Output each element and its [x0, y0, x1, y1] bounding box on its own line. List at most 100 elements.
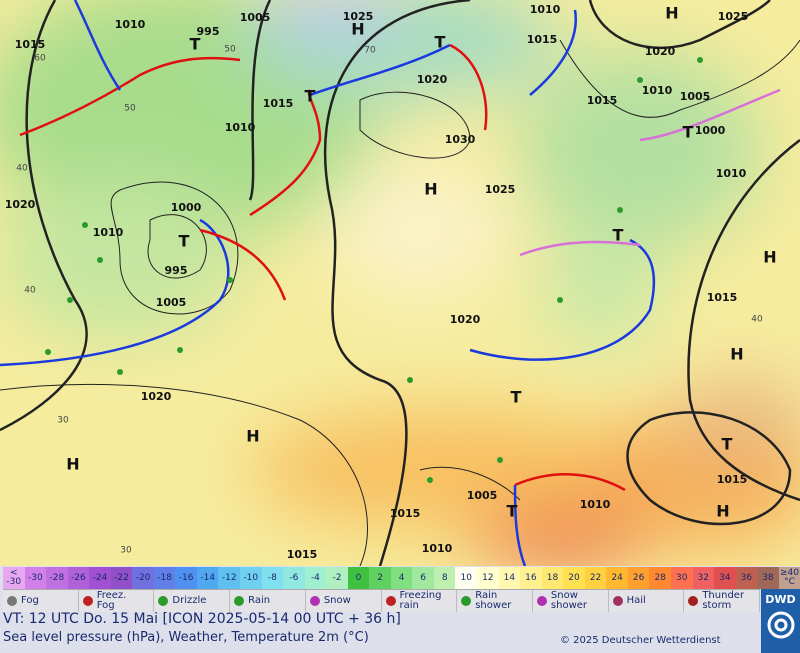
scale-label: 34 — [719, 572, 731, 583]
pressure-center: H — [716, 502, 729, 521]
legend-icon — [7, 596, 17, 606]
dwd-logo: DWD — [761, 589, 800, 653]
pressure-center: T — [683, 123, 694, 142]
scale-label: 10 — [460, 572, 472, 583]
scale-label: 16 — [525, 572, 537, 583]
scale-cell: 4 — [390, 567, 413, 589]
pressure-label: 1000 — [171, 201, 202, 214]
legend-item: Rain — [230, 590, 306, 612]
copyright: © 2025 Deutscher Wetterdienst — [560, 635, 721, 646]
scale-label: 28 — [654, 572, 666, 583]
scale-label: 30 — [676, 572, 688, 583]
pressure-label: 1015 — [263, 97, 294, 110]
scale-label: 14 — [503, 572, 516, 583]
scale-cell: < -30 — [3, 567, 25, 589]
scale-cell: -12 — [218, 567, 241, 589]
pressure-center: H — [730, 345, 743, 364]
scale-label: -24 — [92, 572, 108, 583]
scale-label: 12 — [482, 572, 494, 583]
scale-label: -14 — [200, 572, 216, 583]
scale-cell: 28 — [649, 567, 671, 589]
pressure-label: 1010 — [225, 121, 256, 134]
logo-text: DWD — [765, 593, 796, 606]
pressure-center: T — [507, 502, 518, 521]
scale-label: -20 — [135, 572, 151, 583]
scale-cell: -30 — [24, 567, 47, 589]
legend-label: Thunder storm — [702, 590, 745, 611]
legend-item: Thunder storm — [684, 590, 761, 612]
pressure-center: T — [190, 35, 201, 54]
scale-cell: 6 — [412, 567, 434, 589]
scale-cell: 10 — [455, 567, 478, 589]
pressure-label: 995 — [165, 264, 188, 277]
isotherm-label: 60 — [34, 54, 46, 64]
scale-cell: -24 — [89, 567, 111, 589]
scale-label: 0 — [355, 572, 362, 583]
pressure-center: H — [246, 427, 259, 446]
scale-cell: 32 — [692, 567, 715, 589]
isotherm-label: 40 — [16, 164, 28, 174]
legend-label: Freezing rain — [399, 590, 442, 611]
pressure-label: 1020 — [5, 198, 36, 211]
description: Sea level pressure (hPa), Weather, Tempe… — [3, 630, 369, 645]
scale-label: -18 — [157, 572, 172, 583]
isotherm-label: 30 — [120, 546, 132, 556]
pressure-label: 1020 — [450, 313, 481, 326]
scale-cell: -2 — [326, 567, 348, 589]
scale-label: 26 — [632, 572, 645, 583]
isotherm-label: 30 — [57, 416, 69, 426]
scale-cell: -22 — [110, 567, 133, 589]
pressure-center: H — [66, 455, 79, 474]
scale-cell: -16 — [175, 567, 197, 589]
legend-label: Fog — [21, 595, 39, 606]
isotherm-label: 70 — [364, 46, 376, 56]
legend-item: Snow shower — [533, 590, 609, 612]
legend-icon — [688, 596, 699, 606]
legend-label: Drizzle — [172, 595, 207, 606]
isotherm-label: 40 — [751, 315, 763, 325]
pressure-center: H — [424, 180, 437, 199]
pressure-label: 1015 — [287, 548, 318, 561]
scale-cell: -28 — [46, 567, 68, 589]
scale-label: 24 — [611, 572, 623, 583]
legend-icon — [309, 596, 320, 606]
isotherm-label: 40 — [24, 286, 36, 296]
legend-icon — [612, 596, 623, 606]
scale-label: -30 — [27, 572, 43, 583]
pressure-center: T — [179, 232, 190, 251]
temperature-field — [0, 0, 800, 566]
pressure-center: T — [722, 435, 733, 454]
scale-cell: 0 — [347, 567, 370, 589]
scale-cell: 18 — [541, 567, 564, 589]
scale-cell: 2 — [369, 567, 391, 589]
scale-label: -28 — [49, 572, 65, 583]
scale-label: 22 — [589, 572, 602, 583]
isobars — [0, 0, 800, 566]
pressure-label: 1005 — [467, 489, 498, 502]
scale-label: -16 — [178, 572, 194, 583]
scale-cell: -4 — [304, 567, 327, 589]
scale-label: -12 — [221, 572, 237, 583]
pressure-center: H — [351, 20, 364, 39]
pressure-center: T — [511, 388, 522, 407]
legend-label: Snow shower — [550, 590, 588, 611]
scale-label: < — [10, 568, 18, 578]
temperature-scale: < -30 -30 -28 -26 -24 -22 -20 -18 -16 -14 -12 -10 -8-… — [3, 567, 800, 589]
scale-label: -26 — [71, 572, 86, 583]
pressure-label: 1015 — [587, 94, 618, 107]
scale-cell: -6 — [283, 567, 305, 589]
weather-map: 1010 1005 1025 1010 1025 1015 995 1020 1015 1020 1… — [0, 0, 800, 566]
scale-label: 4 — [398, 572, 405, 583]
scale-cell: -26 — [67, 567, 90, 589]
pressure-label: 995 — [197, 25, 220, 38]
legend-label: Snow — [323, 595, 351, 606]
isotherm-label: 50 — [224, 45, 236, 55]
legend-item: Hail — [609, 590, 685, 612]
pressure-label: 1015 — [707, 291, 738, 304]
pressure-label: 1010 — [530, 3, 561, 16]
scale-label: 32 — [697, 572, 709, 583]
weather-legend: Fog Freez. Fog Drizzle Rain Snow Freezing rai… — [3, 589, 761, 612]
legend-label: Hail — [626, 595, 646, 606]
legend-icon — [536, 596, 547, 606]
scale-label: 18 — [546, 572, 559, 583]
